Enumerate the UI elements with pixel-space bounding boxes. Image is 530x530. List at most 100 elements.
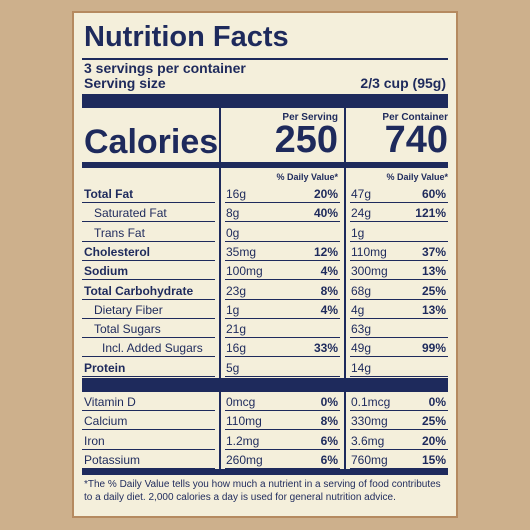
amount: 8g	[226, 206, 240, 221]
nutrient-name: Total Sugars	[94, 322, 161, 337]
name-cell: Total Fat	[82, 185, 215, 203]
container-cell: 330mg 25%	[350, 412, 448, 431]
daily-value: 4%	[320, 264, 338, 279]
nutrient-name: Total Fat	[84, 187, 134, 201]
daily-value: 13%	[421, 264, 446, 279]
amount: 1g	[226, 302, 240, 317]
daily-value: 20%	[421, 433, 446, 448]
nutrient-name: Dietary Fiber	[94, 302, 163, 317]
daily-value: 25%	[421, 414, 446, 429]
name-cell: Dietary Fiber	[82, 301, 215, 319]
daily-value: 12%	[313, 244, 338, 259]
thick-rule	[82, 162, 448, 168]
amount: 0.1mcg	[351, 395, 391, 409]
amount: 21g	[226, 322, 247, 337]
serving-cell: 16g 33%	[225, 339, 340, 358]
amount: 260mg	[226, 452, 263, 467]
amount: 63g	[351, 322, 372, 337]
container-cell: 49g 99%	[350, 339, 448, 358]
amount: 3.6mg	[351, 433, 385, 448]
amount: 4g	[351, 302, 365, 317]
daily-value: 33%	[313, 341, 338, 356]
rule	[82, 58, 448, 60]
serving-cell: 8g 40%	[225, 204, 340, 223]
thick-rule	[82, 378, 448, 392]
daily-value: 6%	[320, 452, 338, 467]
container-cell: 300mg 13%	[350, 262, 448, 281]
divider	[219, 108, 221, 470]
nutrient-name: Iron	[84, 433, 105, 448]
nutrient-name: Potassium	[84, 452, 141, 467]
daily-value: 40%	[313, 206, 338, 221]
amount: 68g	[351, 283, 372, 298]
amount: 14g	[351, 360, 372, 375]
name-cell: Protein	[82, 359, 215, 377]
serving-cell: 16g 20%	[225, 185, 340, 203]
nutrient-name: Calcium	[84, 414, 128, 429]
serving-cell: 5g	[225, 359, 340, 377]
dv-header: % Daily Value*	[386, 172, 448, 182]
daily-value: 60%	[421, 187, 446, 201]
calories-value: 740	[384, 119, 448, 161]
amount: 5g	[226, 360, 240, 375]
servings: 3 servings per container	[84, 60, 246, 76]
serving-cell: 1g 4%	[225, 301, 340, 319]
nutrient-name: Protein	[84, 360, 126, 375]
serving-cell: 0g	[225, 224, 340, 242]
nutrient-name: Sodium	[84, 264, 128, 279]
nutrient-name: Cholesterol	[84, 244, 151, 259]
dv-header: % Daily Value*	[276, 172, 338, 182]
serving-cell: 260mg 6%	[225, 451, 340, 469]
container-cell: 760mg 15%	[350, 451, 448, 469]
daily-value: 25%	[421, 283, 446, 298]
amount: 330mg	[351, 414, 388, 429]
divider	[344, 108, 346, 470]
amount: 23g	[226, 283, 247, 298]
name-cell: Trans Fat	[82, 224, 215, 242]
nutrient-name: Trans Fat	[94, 225, 145, 240]
daily-value: 4%	[320, 302, 338, 317]
title: Nutrition Facts	[84, 21, 289, 53]
container-cell: 4g 13%	[350, 301, 448, 319]
daily-value: 8%	[320, 414, 338, 429]
serving-size-label: Serving size	[84, 75, 166, 91]
daily-value: 8%	[320, 283, 338, 298]
column-header: Per Container	[382, 112, 448, 123]
calories-value: 250	[274, 119, 338, 161]
container-cell: 1g	[350, 224, 448, 242]
daily-value: 0%	[320, 395, 338, 409]
container-cell: 63g	[350, 320, 448, 339]
nutrient-name: Saturated Fat	[94, 206, 167, 221]
container-cell: 47g 60%	[350, 185, 448, 203]
amount: 1.2mg	[226, 433, 260, 448]
serving-cell: 35mg 12%	[225, 243, 340, 261]
thick-rule	[82, 94, 448, 108]
container-cell: 110mg 37%	[350, 243, 448, 261]
name-cell: Potassium	[82, 451, 215, 469]
amount: 16g	[226, 187, 247, 201]
container-cell: 3.6mg 20%	[350, 432, 448, 450]
daily-value: 6%	[320, 433, 338, 448]
daily-value: 121%	[415, 206, 446, 221]
column-header: Per Serving	[282, 112, 338, 123]
amount: 24g	[351, 206, 372, 221]
container-cell: 0.1mcg 0%	[350, 393, 448, 411]
amount: 110mg	[226, 414, 262, 429]
serving-cell: 0mcg 0%	[225, 393, 340, 411]
name-cell: Cholesterol	[82, 243, 215, 261]
daily-value: 0%	[428, 395, 446, 409]
amount: 35mg	[226, 244, 257, 259]
amount: 0g	[226, 225, 240, 240]
amount: 1g	[351, 225, 365, 240]
name-cell: Calcium	[82, 412, 215, 431]
amount: 300mg	[351, 264, 388, 279]
name-cell: Vitamin D	[82, 393, 215, 411]
amount: 47g	[351, 187, 372, 201]
serving-size: 2/3 cup (95g)	[360, 75, 446, 91]
container-cell: 68g 25%	[350, 282, 448, 300]
daily-value: 20%	[313, 187, 338, 201]
amount: 760mg	[351, 452, 388, 467]
name-cell: Iron	[82, 432, 215, 450]
nutrient-name: Vitamin D	[84, 395, 136, 409]
